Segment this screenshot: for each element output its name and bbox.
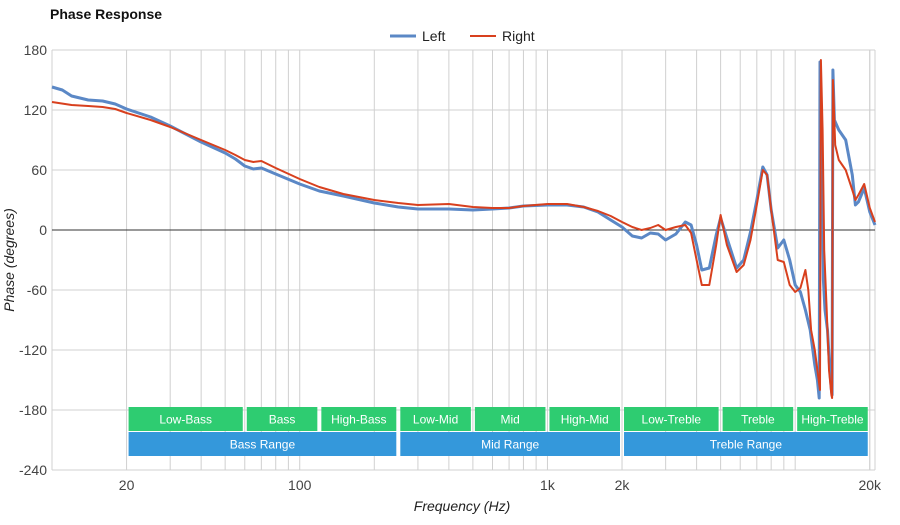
y-tick-label: 60 — [31, 162, 47, 178]
y-tick-label: 0 — [39, 222, 47, 238]
band-top-label: High-Treble — [801, 413, 864, 427]
band-top-box — [722, 407, 794, 431]
band-bottom-label: Bass Range — [230, 438, 296, 452]
y-tick-label: -60 — [27, 282, 47, 298]
band-top-box — [549, 407, 621, 431]
legend-label-left: Left — [422, 28, 445, 44]
y-tick-label: -180 — [19, 402, 47, 418]
band-bottom-box — [128, 432, 397, 456]
band-top-label: Low-Bass — [159, 413, 212, 427]
y-tick-label: -120 — [19, 342, 47, 358]
band-top-box — [797, 407, 868, 431]
x-tick-label: 1k — [540, 477, 556, 493]
band-top-label: High-Bass — [331, 413, 386, 427]
band-top-box — [400, 407, 471, 431]
legend-item-right[interactable]: Right — [470, 28, 535, 44]
y-tick-label: 180 — [24, 42, 48, 58]
band-top-box — [246, 407, 318, 431]
band-top-box — [128, 407, 243, 431]
legend-item-left[interactable]: Left — [390, 28, 445, 44]
chart-title: Phase Response — [50, 6, 162, 22]
legend: Left Right — [390, 28, 535, 44]
x-tick-label: 2k — [615, 477, 631, 493]
frequency-bands: Low-Bass Bass High-Bass Low-Mid Mid High-Mid L… — [128, 407, 868, 456]
band-top-label: High-Mid — [561, 413, 609, 427]
band-top-label: Bass — [269, 413, 296, 427]
axes: 180 120 60 0 -60 -120 -180 -240 20 100 1k 2k 20k — [19, 42, 882, 493]
series-line-right — [51, 59, 876, 399]
band-top-label: Low-Mid — [413, 413, 458, 427]
band-bottom-box — [400, 432, 621, 456]
grid — [51, 49, 876, 471]
y-tick-label: 120 — [24, 102, 48, 118]
band-top-label: Mid — [500, 413, 519, 427]
legend-label-right: Right — [502, 28, 535, 44]
x-tick-label: 100 — [288, 477, 312, 493]
series-lines — [51, 59, 877, 400]
band-bottom-box — [624, 432, 868, 456]
x-tick-label: 20 — [119, 477, 135, 493]
y-axis-label: Phase (degrees) — [1, 208, 17, 312]
x-tick-label: 20k — [858, 477, 882, 493]
band-bottom-label: Mid Range — [481, 438, 539, 452]
band-top-box — [474, 407, 546, 431]
band-top-label: Treble — [741, 413, 775, 427]
x-axis-label: Frequency (Hz) — [414, 498, 510, 514]
band-top-box — [624, 407, 719, 431]
band-top-box — [321, 407, 397, 431]
band-bottom-label: Treble Range — [710, 438, 783, 452]
y-tick-label: -240 — [19, 462, 47, 478]
band-top-label: Low-Treble — [642, 413, 702, 427]
